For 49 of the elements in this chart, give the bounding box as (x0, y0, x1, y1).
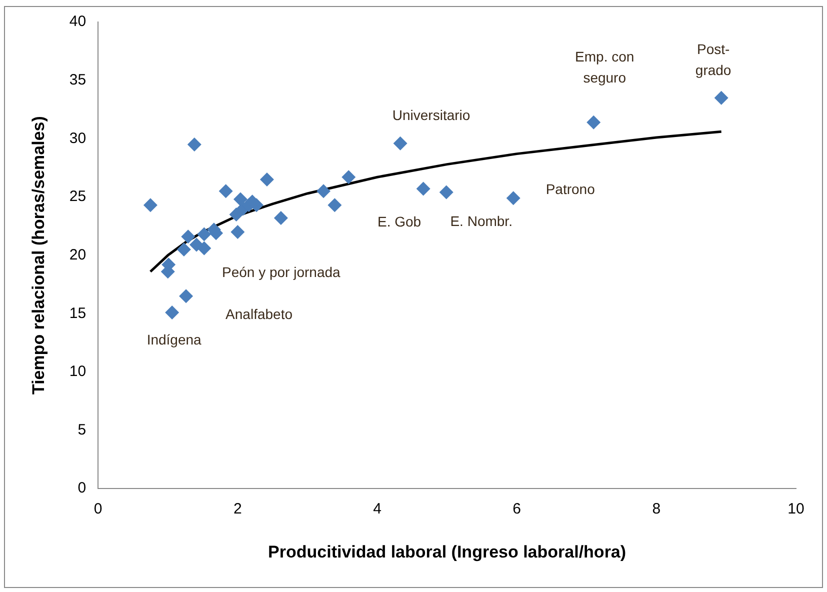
point (714, 90, 728, 105)
point (181, 230, 196, 244)
point (179, 289, 194, 304)
x-tick-label: 4 (373, 500, 382, 518)
annotation: Indígena (146, 331, 202, 348)
point (274, 210, 288, 225)
point (233, 192, 248, 206)
point (165, 305, 180, 320)
y-tick-label: 25 (69, 188, 86, 206)
y-tick-label: 40 (69, 13, 86, 30)
point (506, 191, 520, 206)
annotation: Universitario (392, 107, 470, 124)
x-tick-label: 10 (788, 500, 804, 518)
point (197, 227, 212, 242)
point (328, 198, 342, 212)
point (316, 184, 331, 198)
x-tick-label: 0 (94, 500, 102, 518)
point (586, 115, 601, 130)
annotation: Patrono (546, 181, 596, 197)
y-tick-label: 10 (69, 363, 86, 380)
point (393, 136, 408, 150)
point (439, 185, 454, 200)
point (176, 242, 191, 256)
y-tick-label: 20 (69, 246, 86, 264)
point (416, 182, 430, 196)
x-axis-title: Producitividad laboral (Ingreso laboral/hora) (268, 542, 626, 562)
x-tick-label: 6 (512, 500, 522, 518)
point (218, 184, 233, 198)
point (230, 224, 245, 239)
y-tick-label: 15 (69, 304, 86, 322)
annotation: E. Gob (378, 214, 422, 230)
point (143, 198, 158, 212)
y-axis-title: Tiempo relacional (horas/semales) (28, 116, 48, 395)
point (197, 241, 212, 256)
x-tick-label: 2 (233, 500, 242, 518)
x-tick-label: 8 (652, 500, 661, 518)
y-tick-label: 30 (69, 130, 86, 147)
annotation: E. Nombr. (450, 213, 512, 230)
annotation: Analfabeto (226, 306, 293, 322)
y-tick-label: 0 (78, 480, 86, 497)
point (260, 172, 274, 186)
y-tick-label: 35 (69, 71, 86, 88)
y-tick-label: 5 (78, 421, 86, 438)
annotation: Post- grado (695, 41, 732, 78)
annotation: Peón y por jornada (222, 264, 341, 280)
annotation: Emp. con seguro (575, 48, 634, 86)
point (342, 170, 356, 184)
point (229, 207, 244, 222)
point (187, 137, 202, 152)
